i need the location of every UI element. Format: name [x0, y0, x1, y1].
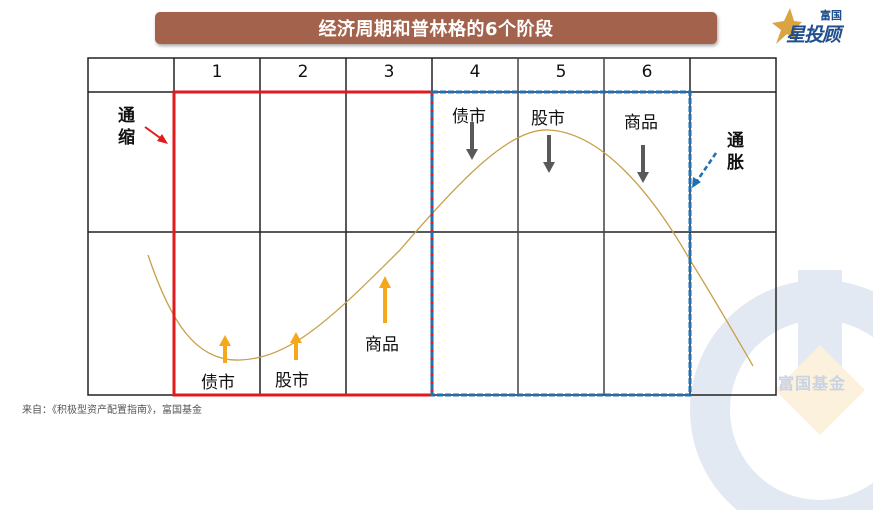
stage-6-label: 商品	[624, 113, 658, 133]
title-banner: 经济周期和普林格的6个阶段	[155, 12, 717, 44]
down-arrow-icon	[637, 145, 649, 183]
stage-header-3: 3	[383, 62, 395, 82]
watermark-logo-icon	[690, 270, 873, 510]
source-note: 来自：《积极型资产配置指南》，富国基金	[22, 405, 202, 416]
stage-header-6: 6	[641, 62, 653, 82]
up-arrow-icon	[219, 335, 231, 363]
up-arrow-icon	[290, 332, 302, 360]
inflation-box	[430, 90, 692, 397]
stage-4-label: 债市	[452, 107, 486, 127]
watermark-text: 富国基金	[778, 374, 847, 393]
deflation-arrow-icon	[144, 126, 168, 144]
stage-3-label: 商品	[365, 335, 399, 355]
brand-logo: 富国 星投顾	[772, 4, 868, 46]
logo-main-text: 星投顾	[786, 24, 841, 46]
up-arrow-icon	[379, 276, 391, 323]
star-icon	[772, 8, 802, 44]
stage-header-2: 2	[297, 62, 309, 82]
cycle-diagram	[87, 57, 777, 397]
stage-2-label: 股市	[275, 371, 309, 391]
inflation-label: 通胀	[727, 131, 744, 173]
stage-header-4: 4	[469, 62, 481, 82]
page-title: 经济周期和普林格的6个阶段	[318, 19, 554, 40]
cycle-curve	[147, 129, 754, 367]
down-arrow-icon	[543, 135, 555, 173]
stage-header-5: 5	[555, 62, 567, 82]
deflation-label: 通缩	[118, 106, 135, 148]
down-arrow-icon	[466, 122, 478, 160]
logo-small-text: 富国	[820, 9, 842, 22]
stage-5-label: 股市	[531, 109, 565, 129]
stage-1-label: 债市	[201, 373, 235, 393]
inflation-arrow-icon	[692, 152, 718, 188]
stage-header-1: 1	[211, 62, 223, 82]
